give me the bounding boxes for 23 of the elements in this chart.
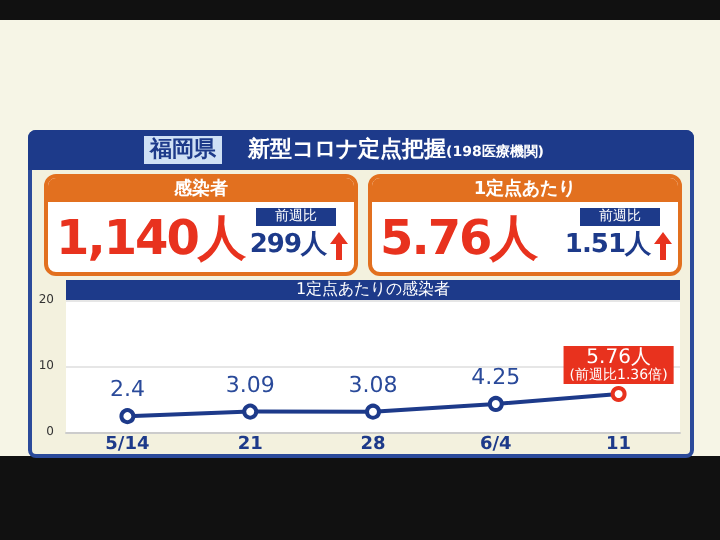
- data-label: 3.08: [348, 371, 398, 398]
- x-tick-label: 11: [606, 435, 632, 455]
- point: [119, 408, 136, 425]
- data-label: 4.25: [471, 363, 521, 390]
- text: 感染者: [48, 178, 354, 202]
- data-label: 2.4: [109, 376, 145, 403]
- point: [365, 403, 381, 420]
- text: 1,140人: [56, 208, 244, 268]
- point: [242, 403, 259, 420]
- x-tick-label: 21: [237, 435, 263, 455]
- point: [610, 385, 627, 402]
- text: 299人: [249, 228, 326, 264]
- data-label: 5.76人: [586, 346, 651, 369]
- text: 1.51人: [564, 228, 650, 264]
- data-label: 3.09: [225, 371, 275, 398]
- chart-title: 1定点あたりの感染者: [66, 280, 680, 300]
- x-tick-label: 28: [360, 435, 386, 455]
- x-tick-label: 5/14: [105, 435, 150, 455]
- x-tick-label: 6/4: [479, 435, 512, 455]
- text: 5.76人: [380, 208, 537, 268]
- point: [487, 395, 504, 412]
- text: 1定点あたり: [372, 178, 678, 202]
- text: 福岡県: [144, 136, 222, 164]
